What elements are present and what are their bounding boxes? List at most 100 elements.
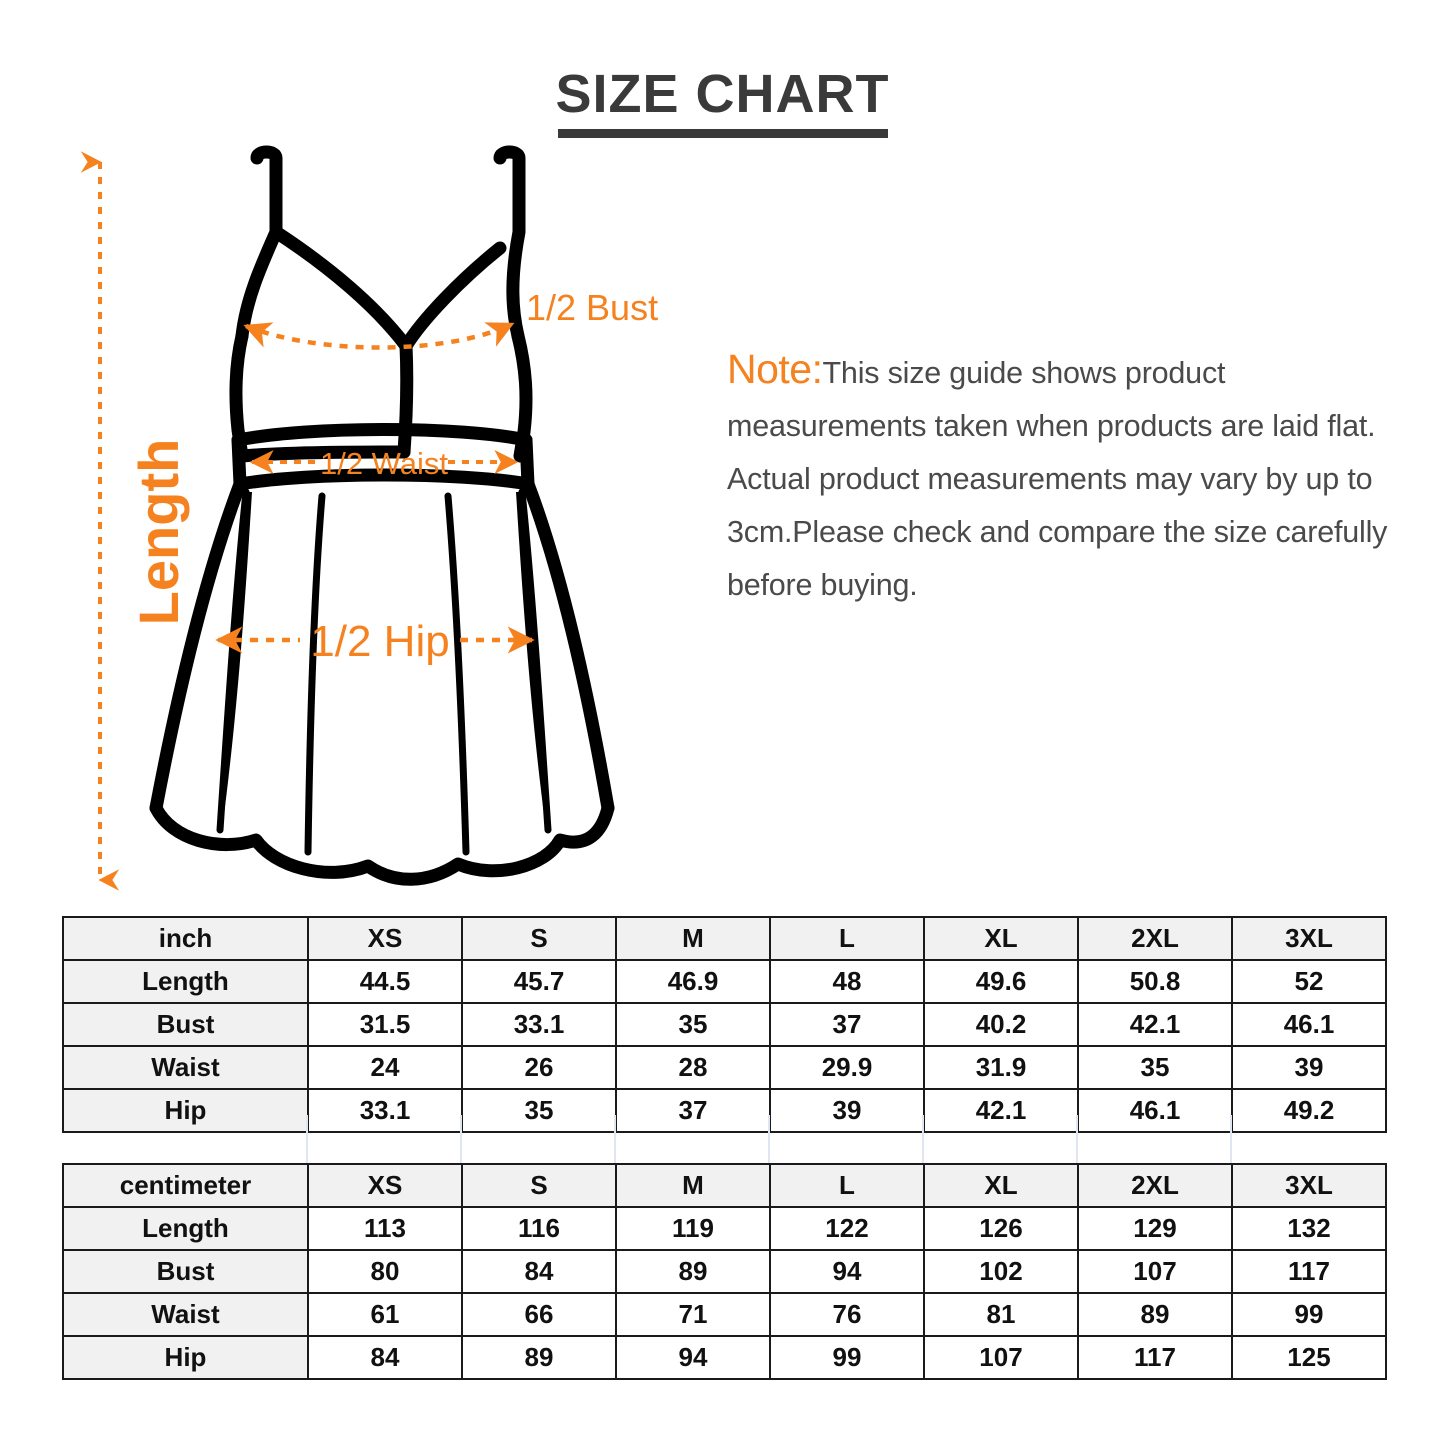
cell-waist-3xl: 99 [1231, 1292, 1387, 1337]
cell-length-3xl: 132 [1231, 1206, 1387, 1251]
cell-hip-xs: 33.1 [307, 1088, 463, 1133]
cell-length-xs: 44.5 [307, 959, 463, 1004]
title-underline [557, 128, 888, 138]
cell-length-xl: 49.6 [923, 959, 1079, 1004]
cell-waist-l: 29.9 [769, 1045, 925, 1090]
cell-length-xl: 126 [923, 1206, 1079, 1251]
cell-length-m: 119 [615, 1206, 771, 1251]
table-row: Bust 31.5 33.1 35 37 40.2 42.1 46.1 [62, 1002, 1387, 1047]
cell-waist-m: 28 [615, 1045, 771, 1090]
cell-length-s: 116 [461, 1206, 617, 1251]
page-title: SIZE CHART [555, 64, 890, 124]
table-gap-line [614, 1115, 616, 1163]
unit-label-centimeter: centimeter [62, 1163, 309, 1208]
size-header-3xl: 3XL [1231, 916, 1387, 961]
cell-bust-2xl: 42.1 [1077, 1002, 1233, 1047]
table-gap-line [306, 1115, 308, 1163]
table-row: Length 44.5 45.7 46.9 48 49.6 50.8 52 [62, 959, 1387, 1004]
cell-length-l: 48 [769, 959, 925, 1004]
table-gap-line [1230, 1115, 1232, 1163]
note-body: This size guide shows product measuremen… [727, 355, 1388, 602]
cell-bust-xs: 31.5 [307, 1002, 463, 1047]
cell-hip-s: 35 [461, 1088, 617, 1133]
unit-label-inch: inch [62, 916, 309, 961]
cell-hip-2xl: 117 [1077, 1335, 1233, 1380]
cell-waist-2xl: 89 [1077, 1292, 1233, 1337]
cell-bust-3xl: 46.1 [1231, 1002, 1387, 1047]
row-label-length: Length [62, 1206, 309, 1251]
table-row: Hip 33.1 35 37 39 42.1 46.1 49.2 [62, 1088, 1387, 1133]
size-header-xl: XL [923, 916, 1079, 961]
row-label-hip: Hip [62, 1335, 309, 1380]
row-label-length: Length [62, 959, 309, 1004]
cell-hip-l: 39 [769, 1088, 925, 1133]
cell-hip-s: 89 [461, 1335, 617, 1380]
cell-waist-s: 26 [461, 1045, 617, 1090]
row-label-bust: Bust [62, 1002, 309, 1047]
size-table-inch: inch XS S M L XL 2XL 3XL Length 44.5 45.… [62, 916, 1387, 1133]
cell-bust-m: 35 [615, 1002, 771, 1047]
cell-waist-3xl: 39 [1231, 1045, 1387, 1090]
row-label-hip: Hip [62, 1088, 309, 1133]
cell-hip-m: 37 [615, 1088, 771, 1133]
size-header-2xl: 2XL [1077, 1163, 1233, 1208]
skirt-pleat-lines [216, 488, 552, 856]
half-bust-label: 1/2 Bust [526, 287, 658, 328]
cell-hip-3xl: 125 [1231, 1335, 1387, 1380]
row-label-waist: Waist [62, 1045, 309, 1090]
cell-waist-s: 66 [461, 1292, 617, 1337]
dress-skirt-shape [149, 477, 615, 886]
size-header-l: L [769, 1163, 925, 1208]
size-header-xs: XS [307, 1163, 463, 1208]
cell-waist-xs: 24 [307, 1045, 463, 1090]
cell-bust-l: 94 [769, 1249, 925, 1294]
size-header-s: S [461, 1163, 617, 1208]
table-gap-line [1076, 1115, 1078, 1163]
size-header-xs: XS [307, 916, 463, 961]
table-header-row: inch XS S M L XL 2XL 3XL [62, 916, 1387, 961]
row-label-bust: Bust [62, 1249, 309, 1294]
dress-outline-shape [229, 145, 533, 463]
cell-bust-3xl: 117 [1231, 1249, 1387, 1294]
cell-hip-xs: 84 [307, 1335, 463, 1380]
table-row: Length 113 116 119 122 126 129 132 [62, 1206, 1387, 1251]
cell-length-xs: 113 [307, 1206, 463, 1251]
dress-illustration: Length 1/2 Bust 1/2 Waist 1/2 Hip [60, 140, 720, 910]
cell-bust-l: 37 [769, 1002, 925, 1047]
cell-bust-xl: 102 [923, 1249, 1079, 1294]
cell-hip-xl: 42.1 [923, 1088, 1079, 1133]
table-gap-line [460, 1115, 462, 1163]
half-hip-label: 1/2 Hip [310, 617, 449, 666]
cell-hip-m: 94 [615, 1335, 771, 1380]
size-header-m: M [615, 1163, 771, 1208]
cell-waist-2xl: 35 [1077, 1045, 1233, 1090]
row-label-waist: Waist [62, 1292, 309, 1337]
skirt-pleat-wedges [222, 492, 546, 830]
cell-length-2xl: 129 [1077, 1206, 1233, 1251]
size-header-2xl: 2XL [1077, 916, 1233, 961]
cell-length-l: 122 [769, 1206, 925, 1251]
table-row: Waist 61 66 71 76 81 89 99 [62, 1292, 1387, 1337]
size-header-l: L [769, 916, 925, 961]
cell-bust-xl: 40.2 [923, 1002, 1079, 1047]
page-title-block: SIZE CHART [0, 66, 1445, 138]
table-gap-line [922, 1115, 924, 1163]
table-row: Waist 24 26 28 29.9 31.9 35 39 [62, 1045, 1387, 1090]
cell-hip-l: 99 [769, 1335, 925, 1380]
cell-bust-s: 33.1 [461, 1002, 617, 1047]
cell-waist-m: 71 [615, 1292, 771, 1337]
cell-bust-xs: 80 [307, 1249, 463, 1294]
cell-waist-xs: 61 [307, 1292, 463, 1337]
size-header-xl: XL [923, 1163, 1079, 1208]
length-label: Length [127, 439, 190, 626]
cell-waist-xl: 31.9 [923, 1045, 1079, 1090]
size-header-s: S [461, 916, 617, 961]
cell-hip-2xl: 46.1 [1077, 1088, 1233, 1133]
cell-waist-l: 76 [769, 1292, 925, 1337]
size-header-3xl: 3XL [1231, 1163, 1387, 1208]
cell-hip-3xl: 49.2 [1231, 1088, 1387, 1133]
note-paragraph: Note:This size guide shows product measu… [727, 343, 1397, 612]
size-table-centimeter: centimeter XS S M L XL 2XL 3XL Length 11… [62, 1163, 1387, 1380]
table-header-row: centimeter XS S M L XL 2XL 3XL [62, 1163, 1387, 1208]
half-bust-measure-arrow [243, 321, 515, 350]
